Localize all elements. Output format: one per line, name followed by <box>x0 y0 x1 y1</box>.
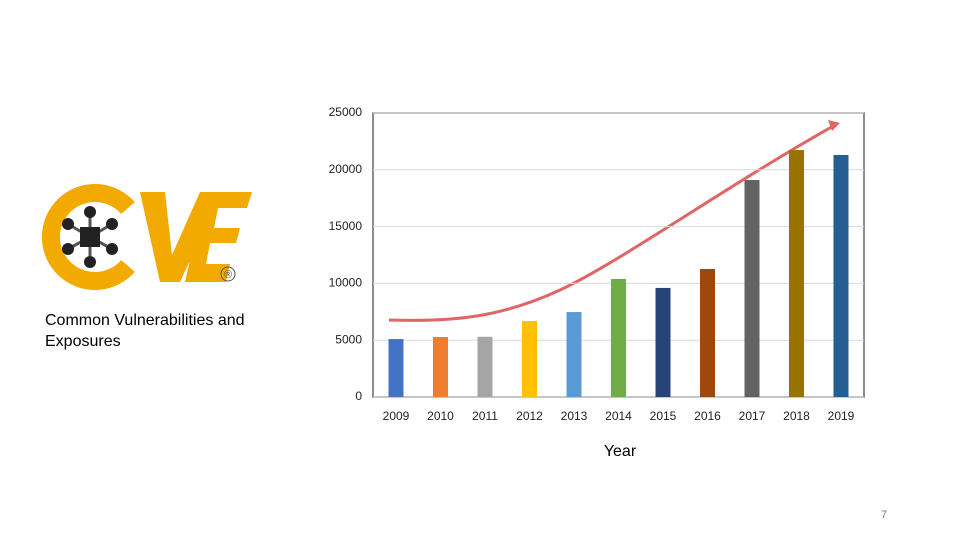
x-tick-label: 2013 <box>561 409 588 423</box>
logo-nodes <box>62 206 118 268</box>
x-tick-label: 2015 <box>650 409 677 423</box>
x-tick-label: 2014 <box>605 409 632 423</box>
logo-registered-circle <box>220 266 236 282</box>
bar <box>789 150 804 397</box>
x-tick-label: 2011 <box>472 409 498 423</box>
caption: Common Vulnerabilities and Exposures <box>45 312 245 350</box>
x-tick-label: 2016 <box>694 409 721 423</box>
logo-chip <box>80 227 100 247</box>
bar <box>611 278 626 397</box>
y-tick-label: 5000 <box>335 332 362 346</box>
x-tick-label: 2009 <box>383 409 410 423</box>
y-tick-label: 15000 <box>329 219 363 233</box>
y-tick-label: 10000 <box>329 276 363 290</box>
x-tick-label: 2018 <box>783 409 810 423</box>
y-tick-label: 20000 <box>329 162 363 176</box>
trend-arrowhead <box>828 120 840 131</box>
logo-registered: ® <box>224 269 232 281</box>
x-tick-label: 2019 <box>828 409 855 423</box>
bar <box>566 312 582 397</box>
bar <box>433 337 448 397</box>
bar <box>655 287 671 397</box>
y-tick-label: 25000 <box>329 105 363 119</box>
x-tick-label: 2017 <box>739 409 766 423</box>
bar <box>744 180 760 397</box>
trend-arrow <box>388 123 836 322</box>
y-tick-label: 0 <box>355 389 362 403</box>
page-number: 7 <box>881 509 887 521</box>
bar <box>522 321 537 397</box>
x-tick-label: 2010 <box>427 409 454 423</box>
bar <box>700 268 715 397</box>
logo-e <box>185 192 252 282</box>
x-axis-label: Year <box>604 443 637 460</box>
bar <box>833 155 849 397</box>
logo-c <box>41 184 135 290</box>
x-tick-label: 2012 <box>516 409 543 423</box>
bar <box>477 336 493 397</box>
bar <box>388 339 404 397</box>
cve-logo: ® <box>41 184 252 290</box>
